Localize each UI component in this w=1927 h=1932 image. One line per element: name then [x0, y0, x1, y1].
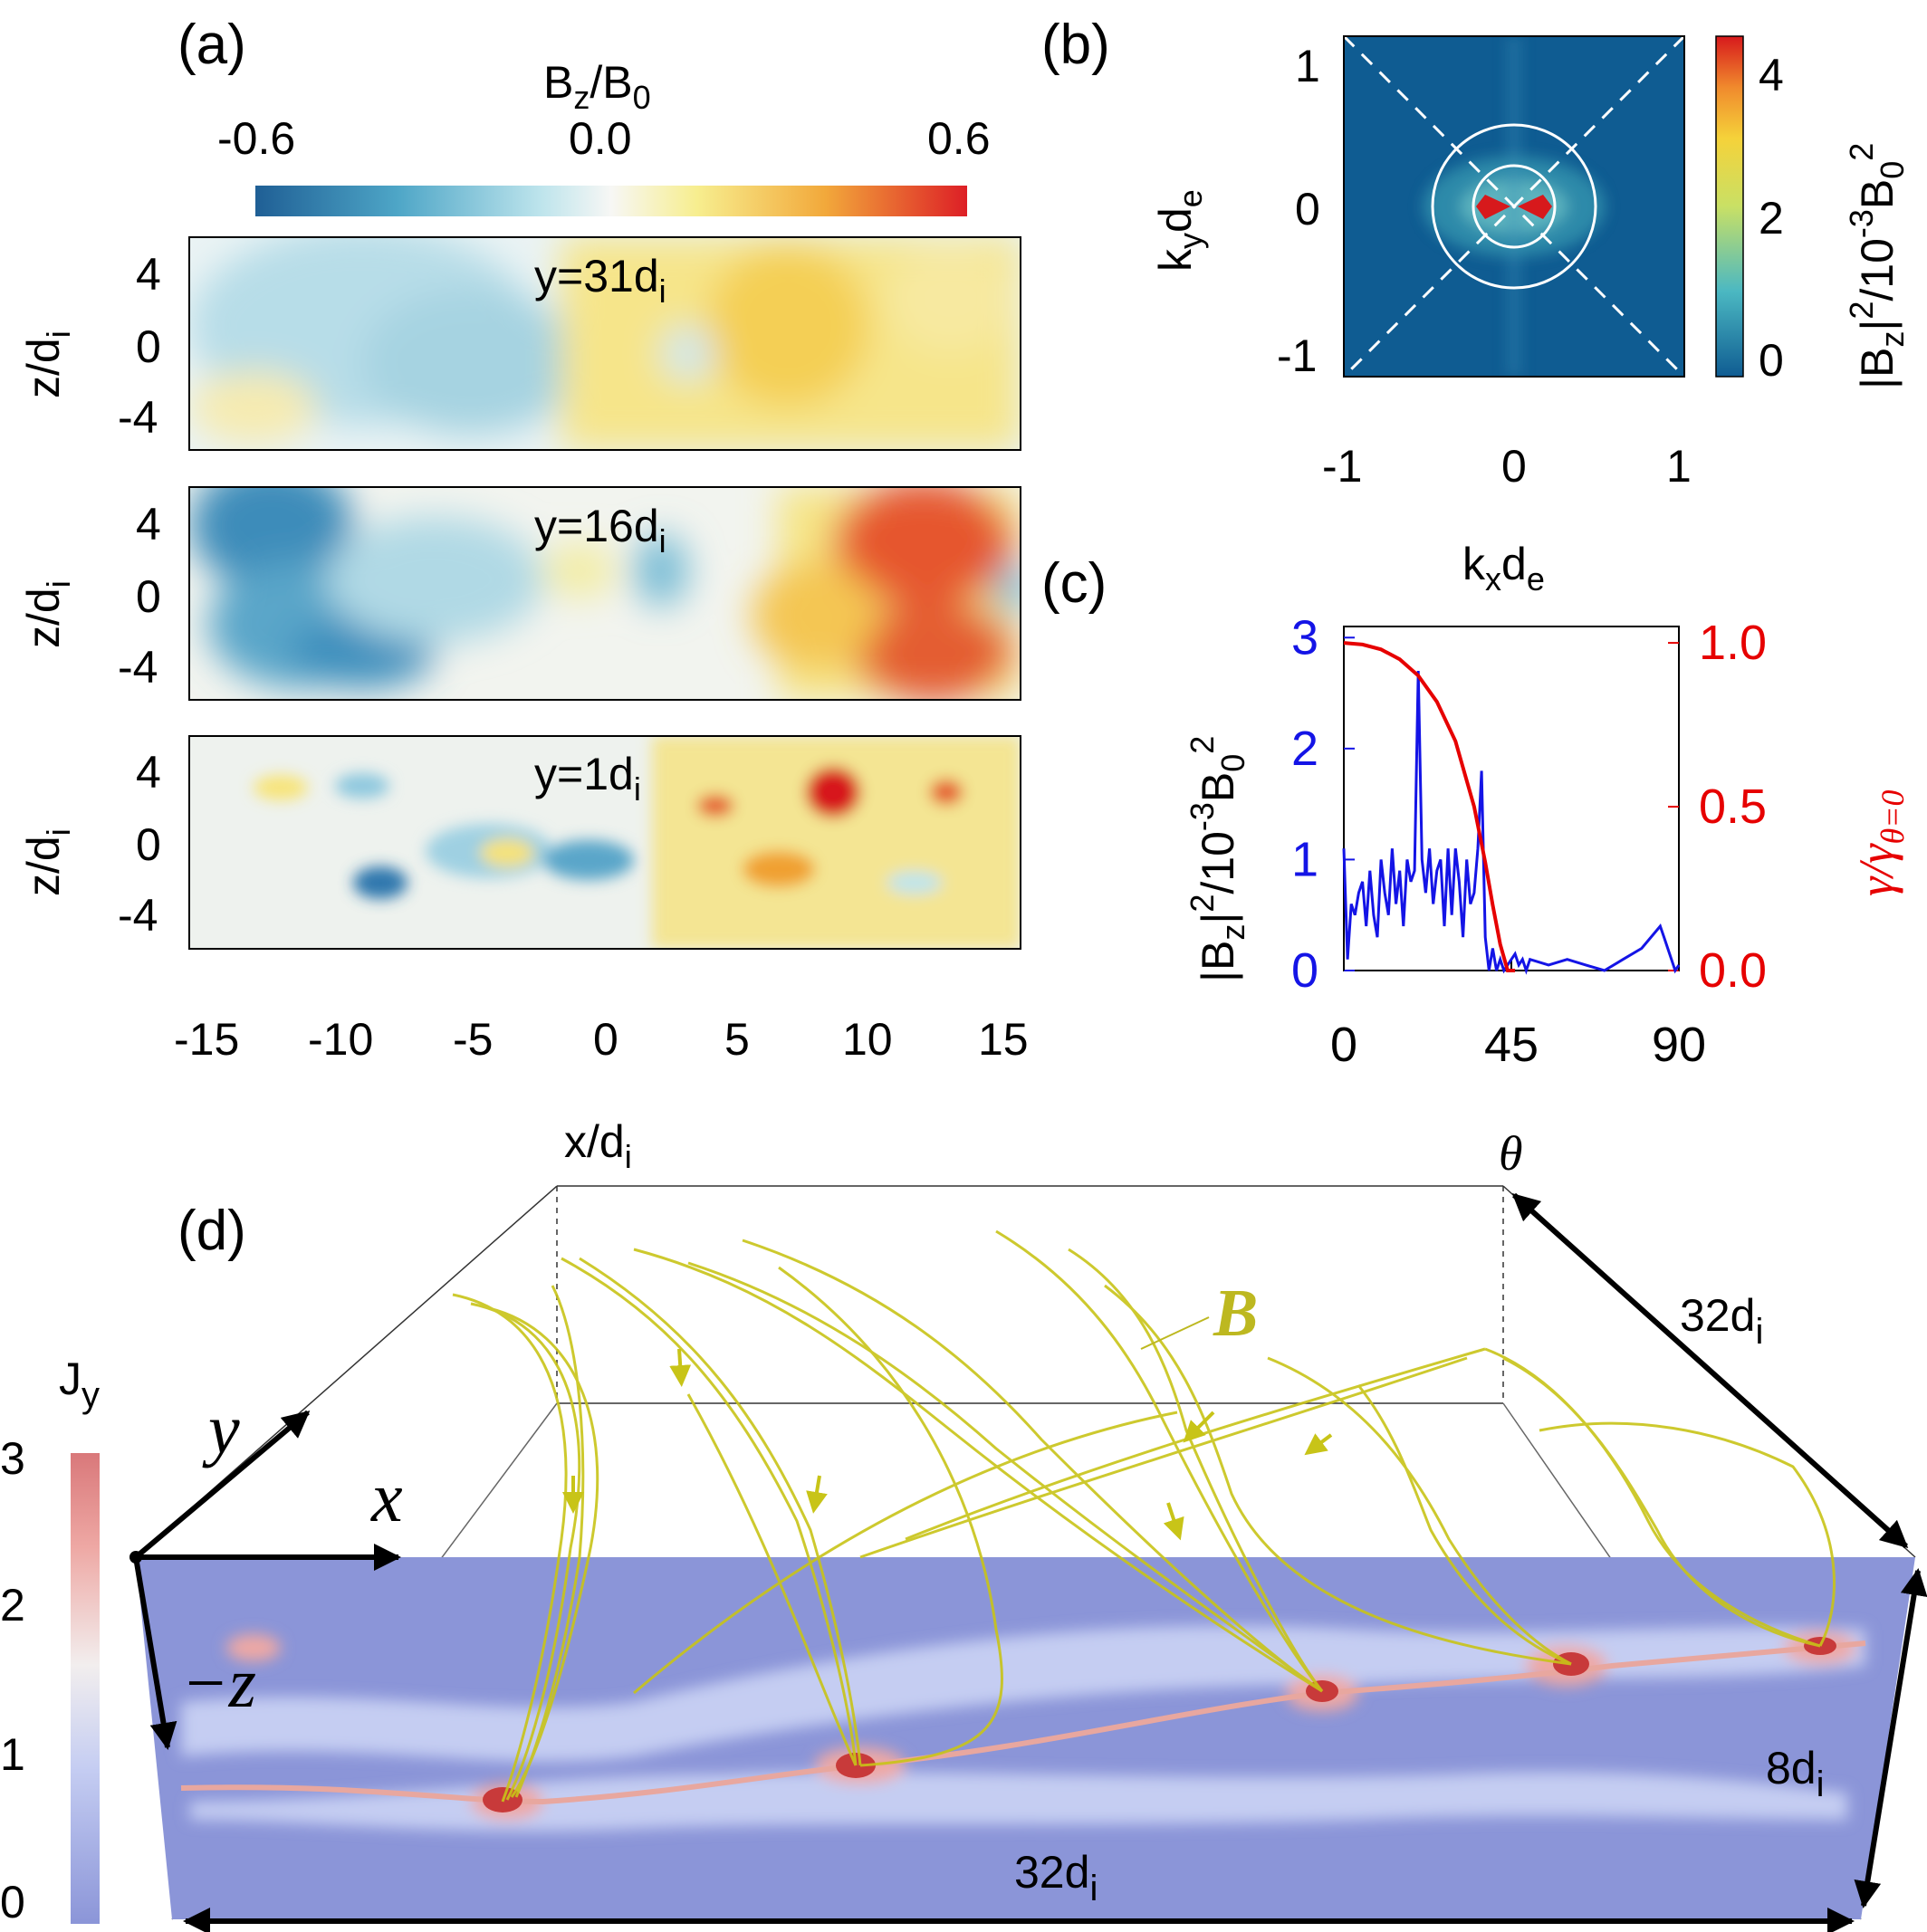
svg-text:10: 10 — [842, 1014, 893, 1065]
panel-d-field-label-leader — [1140, 1316, 1210, 1350]
xtick-label: 90 — [1652, 1018, 1706, 1072]
svg-text:2: 2 — [0, 1580, 25, 1631]
panel-d-axis-y: y — [202, 1390, 240, 1468]
panel-a-colorbar-tick-max: 0.6 — [927, 113, 991, 164]
svg-text:15: 15 — [978, 1014, 1029, 1065]
ytick-left-label: 1 — [1291, 832, 1318, 886]
panel-d-dim-side: 8di — [1766, 1743, 1825, 1804]
panel-d-dim-bottom: 32di — [1014, 1847, 1098, 1908]
svg-text:0: 0 — [1501, 441, 1527, 492]
panel-b-spectrum — [1344, 36, 1684, 377]
svg-text:-1: -1 — [1277, 330, 1317, 381]
panel-a-ylabels: z/di z/di z/di — [18, 330, 77, 896]
svg-text:4: 4 — [1759, 50, 1784, 100]
panel-a-slice-label-1: y=1di — [534, 749, 641, 808]
svg-text:z/di: z/di — [18, 330, 77, 398]
svg-text:z/di: z/di — [18, 580, 77, 648]
panel-c-ylabel-left: |Bz|2/10-3B02 — [1184, 736, 1251, 982]
panel-a-xticks: -15 -10 -5 0 5 10 15 — [174, 1014, 1029, 1065]
panel-b-label: (b) — [1041, 14, 1110, 76]
svg-text:-4: -4 — [118, 392, 158, 443]
panel-a-colorbar-tick-min: -0.6 — [217, 113, 295, 164]
panel-b-colorbar — [1715, 35, 1744, 378]
ytick-left-label: 0 — [1291, 943, 1318, 998]
xtick-label: 45 — [1484, 1018, 1539, 1072]
svg-text:-4: -4 — [118, 890, 158, 941]
panel-a-colorbar-title: Bz/B0 — [543, 57, 651, 116]
panel-d-dim-top: 32di — [1680, 1290, 1763, 1352]
svg-text:0: 0 — [593, 1014, 618, 1065]
svg-text:5: 5 — [724, 1014, 750, 1065]
panel-b-yticks: 1 0 -1 — [1277, 41, 1320, 381]
panel-d-field-label: B — [1213, 1277, 1258, 1351]
svg-text:0: 0 — [0, 1877, 25, 1927]
panel-a-slice-1 — [189, 736, 1021, 949]
svg-text:4: 4 — [136, 499, 161, 550]
svg-text:0: 0 — [1759, 335, 1784, 386]
panel-a-label: (a) — [177, 14, 246, 76]
svg-text:0: 0 — [136, 321, 161, 372]
panel-d-colorbar-title: Jy — [59, 1353, 100, 1415]
ytick-right-label: 0.0 — [1699, 943, 1767, 998]
svg-text:0: 0 — [136, 819, 161, 870]
panel-c-ylabel-right: γ/γθ=0 — [1849, 789, 1911, 896]
panel-c-chart: 0 1 2 3 0.0 0.5 1.0 0 45 90 — [1291, 610, 1767, 1072]
panel-b-xlabel: kxde — [1462, 539, 1545, 598]
ytick-right-label: 0.5 — [1699, 779, 1767, 834]
panel-d-axis-z: −z — [181, 1643, 256, 1722]
panel-d-colorbar — [71, 1453, 100, 1924]
panel-b-ylabel: kyde — [1150, 189, 1209, 272]
panel-a-slice-label-31: y=31di — [534, 251, 666, 310]
svg-text:1: 1 — [1295, 41, 1320, 91]
svg-text:3: 3 — [0, 1433, 25, 1484]
panel-d-label: (d) — [177, 1200, 246, 1262]
panel-a-slice-31 — [189, 237, 1021, 450]
panel-d-dimension-arrows — [183, 1192, 1927, 1932]
svg-text:0: 0 — [1295, 184, 1320, 234]
panel-d-axes — [133, 1410, 401, 1750]
panel-c-label: (c) — [1041, 552, 1107, 615]
panel-d-origin — [129, 1551, 142, 1564]
svg-text:z/di: z/di — [18, 828, 77, 896]
svg-text:1: 1 — [1666, 441, 1692, 492]
panel-c-xlabel: θ — [1499, 1126, 1523, 1181]
svg-text:2: 2 — [1759, 193, 1784, 244]
panel-d-axis-x: x — [370, 1458, 403, 1536]
panel-a-slice-16 — [189, 487, 1021, 700]
panel-a-colorbar — [255, 186, 967, 216]
svg-text:-15: -15 — [174, 1014, 239, 1065]
xtick-label: 0 — [1330, 1018, 1357, 1072]
panel-d-field-arrows — [562, 1348, 1333, 1541]
panel-b-cbar-label: |Bz|2/10-3B02 — [1843, 143, 1911, 389]
panel-d-colorbar-ticks: 3 2 1 0 — [0, 1433, 25, 1927]
svg-text:-5: -5 — [453, 1014, 493, 1065]
svg-text:-10: -10 — [308, 1014, 373, 1065]
ytick-left-label: 3 — [1291, 610, 1318, 665]
svg-text:4: 4 — [136, 249, 161, 300]
svg-text:1: 1 — [0, 1729, 25, 1780]
svg-text:4: 4 — [136, 747, 161, 798]
panel-b-cbar-ticks: 4 2 0 — [1759, 50, 1784, 386]
panel-a-yticks: 4 0 -4 4 0 -4 4 0 -4 — [118, 249, 161, 941]
series-left-line — [1342, 670, 1681, 975]
panel-d-current-slice — [136, 1557, 1915, 1919]
panel-b-xticks: -1 0 1 — [1322, 441, 1692, 492]
panel-a-colorbar-tick-mid: 0.0 — [569, 113, 632, 164]
svg-text:0: 0 — [136, 571, 161, 622]
svg-text:-1: -1 — [1322, 441, 1362, 492]
ytick-left-label: 2 — [1291, 722, 1318, 776]
panel-a-slice-label-16: y=16di — [534, 501, 666, 560]
ytick-right-label: 1.0 — [1699, 616, 1767, 670]
series-right-line — [1343, 641, 1516, 972]
svg-text:-4: -4 — [118, 642, 158, 693]
panel-a-xlabel: x/di — [564, 1116, 632, 1175]
